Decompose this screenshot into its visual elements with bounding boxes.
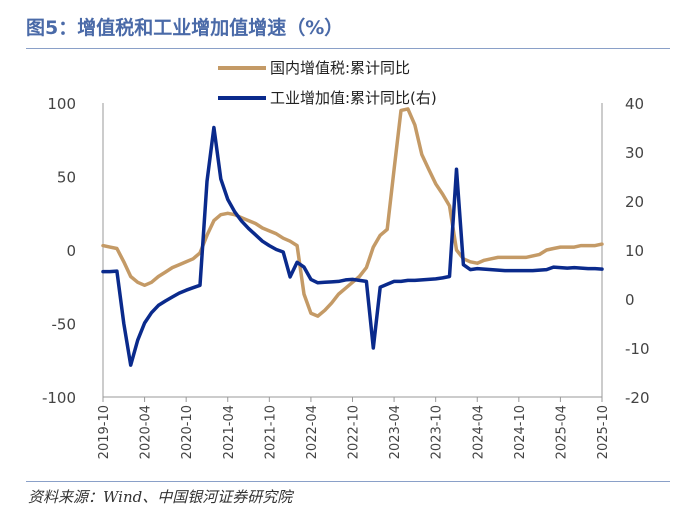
x-tick-label: 2020-04 — [139, 405, 154, 459]
x-tick-label: 2025-04 — [554, 405, 569, 459]
y-right-tick-label: 30 — [625, 144, 644, 162]
y-left-tick-label: 50 — [57, 169, 76, 187]
x-tick-label: 2023-10 — [430, 405, 445, 459]
x-tick-label: 2020-10 — [180, 405, 195, 459]
x-tick-label: 2022-04 — [305, 405, 320, 459]
page-title: 图5：增值税和工业增加值增速（%） — [26, 17, 344, 39]
series-line-vat — [101, 107, 604, 318]
footer-divider — [26, 481, 670, 482]
x-tick-label: 2022-10 — [347, 405, 362, 459]
y-left-tick-label: 0 — [66, 242, 76, 260]
y-left-tick-label: 100 — [47, 95, 76, 113]
source-note: 资料来源：Wind、中国银河证券研究院 — [28, 488, 293, 506]
y-right-tick-label: -20 — [625, 389, 650, 407]
legend-label: 国内增值税:累计同比 — [270, 59, 410, 77]
x-tick-label: 2025-10 — [596, 405, 611, 459]
y-right-tick-label: 0 — [625, 291, 635, 309]
title-divider — [26, 48, 670, 49]
y-right-tick-label: -10 — [625, 340, 650, 358]
legend-label: 工业增加值:累计同比(右) — [270, 89, 437, 107]
y-right-tick-label: 40 — [625, 95, 644, 113]
y-left-tick-label: -50 — [52, 316, 77, 334]
x-tick-label: 2023-04 — [388, 405, 403, 459]
series-line-industrial — [101, 125, 604, 367]
x-tick-label: 2021-04 — [222, 405, 237, 459]
x-tick-label: 2024-10 — [513, 405, 528, 459]
y-right-tick-label: 20 — [625, 193, 644, 211]
chart-series — [101, 107, 604, 367]
x-tick-label: 2019-10 — [97, 405, 112, 459]
y-right-tick-label: 10 — [625, 242, 644, 260]
x-tick-label: 2021-10 — [263, 405, 278, 459]
x-tick-label: 2024-04 — [471, 405, 486, 459]
y-left-tick-label: -100 — [42, 389, 76, 407]
